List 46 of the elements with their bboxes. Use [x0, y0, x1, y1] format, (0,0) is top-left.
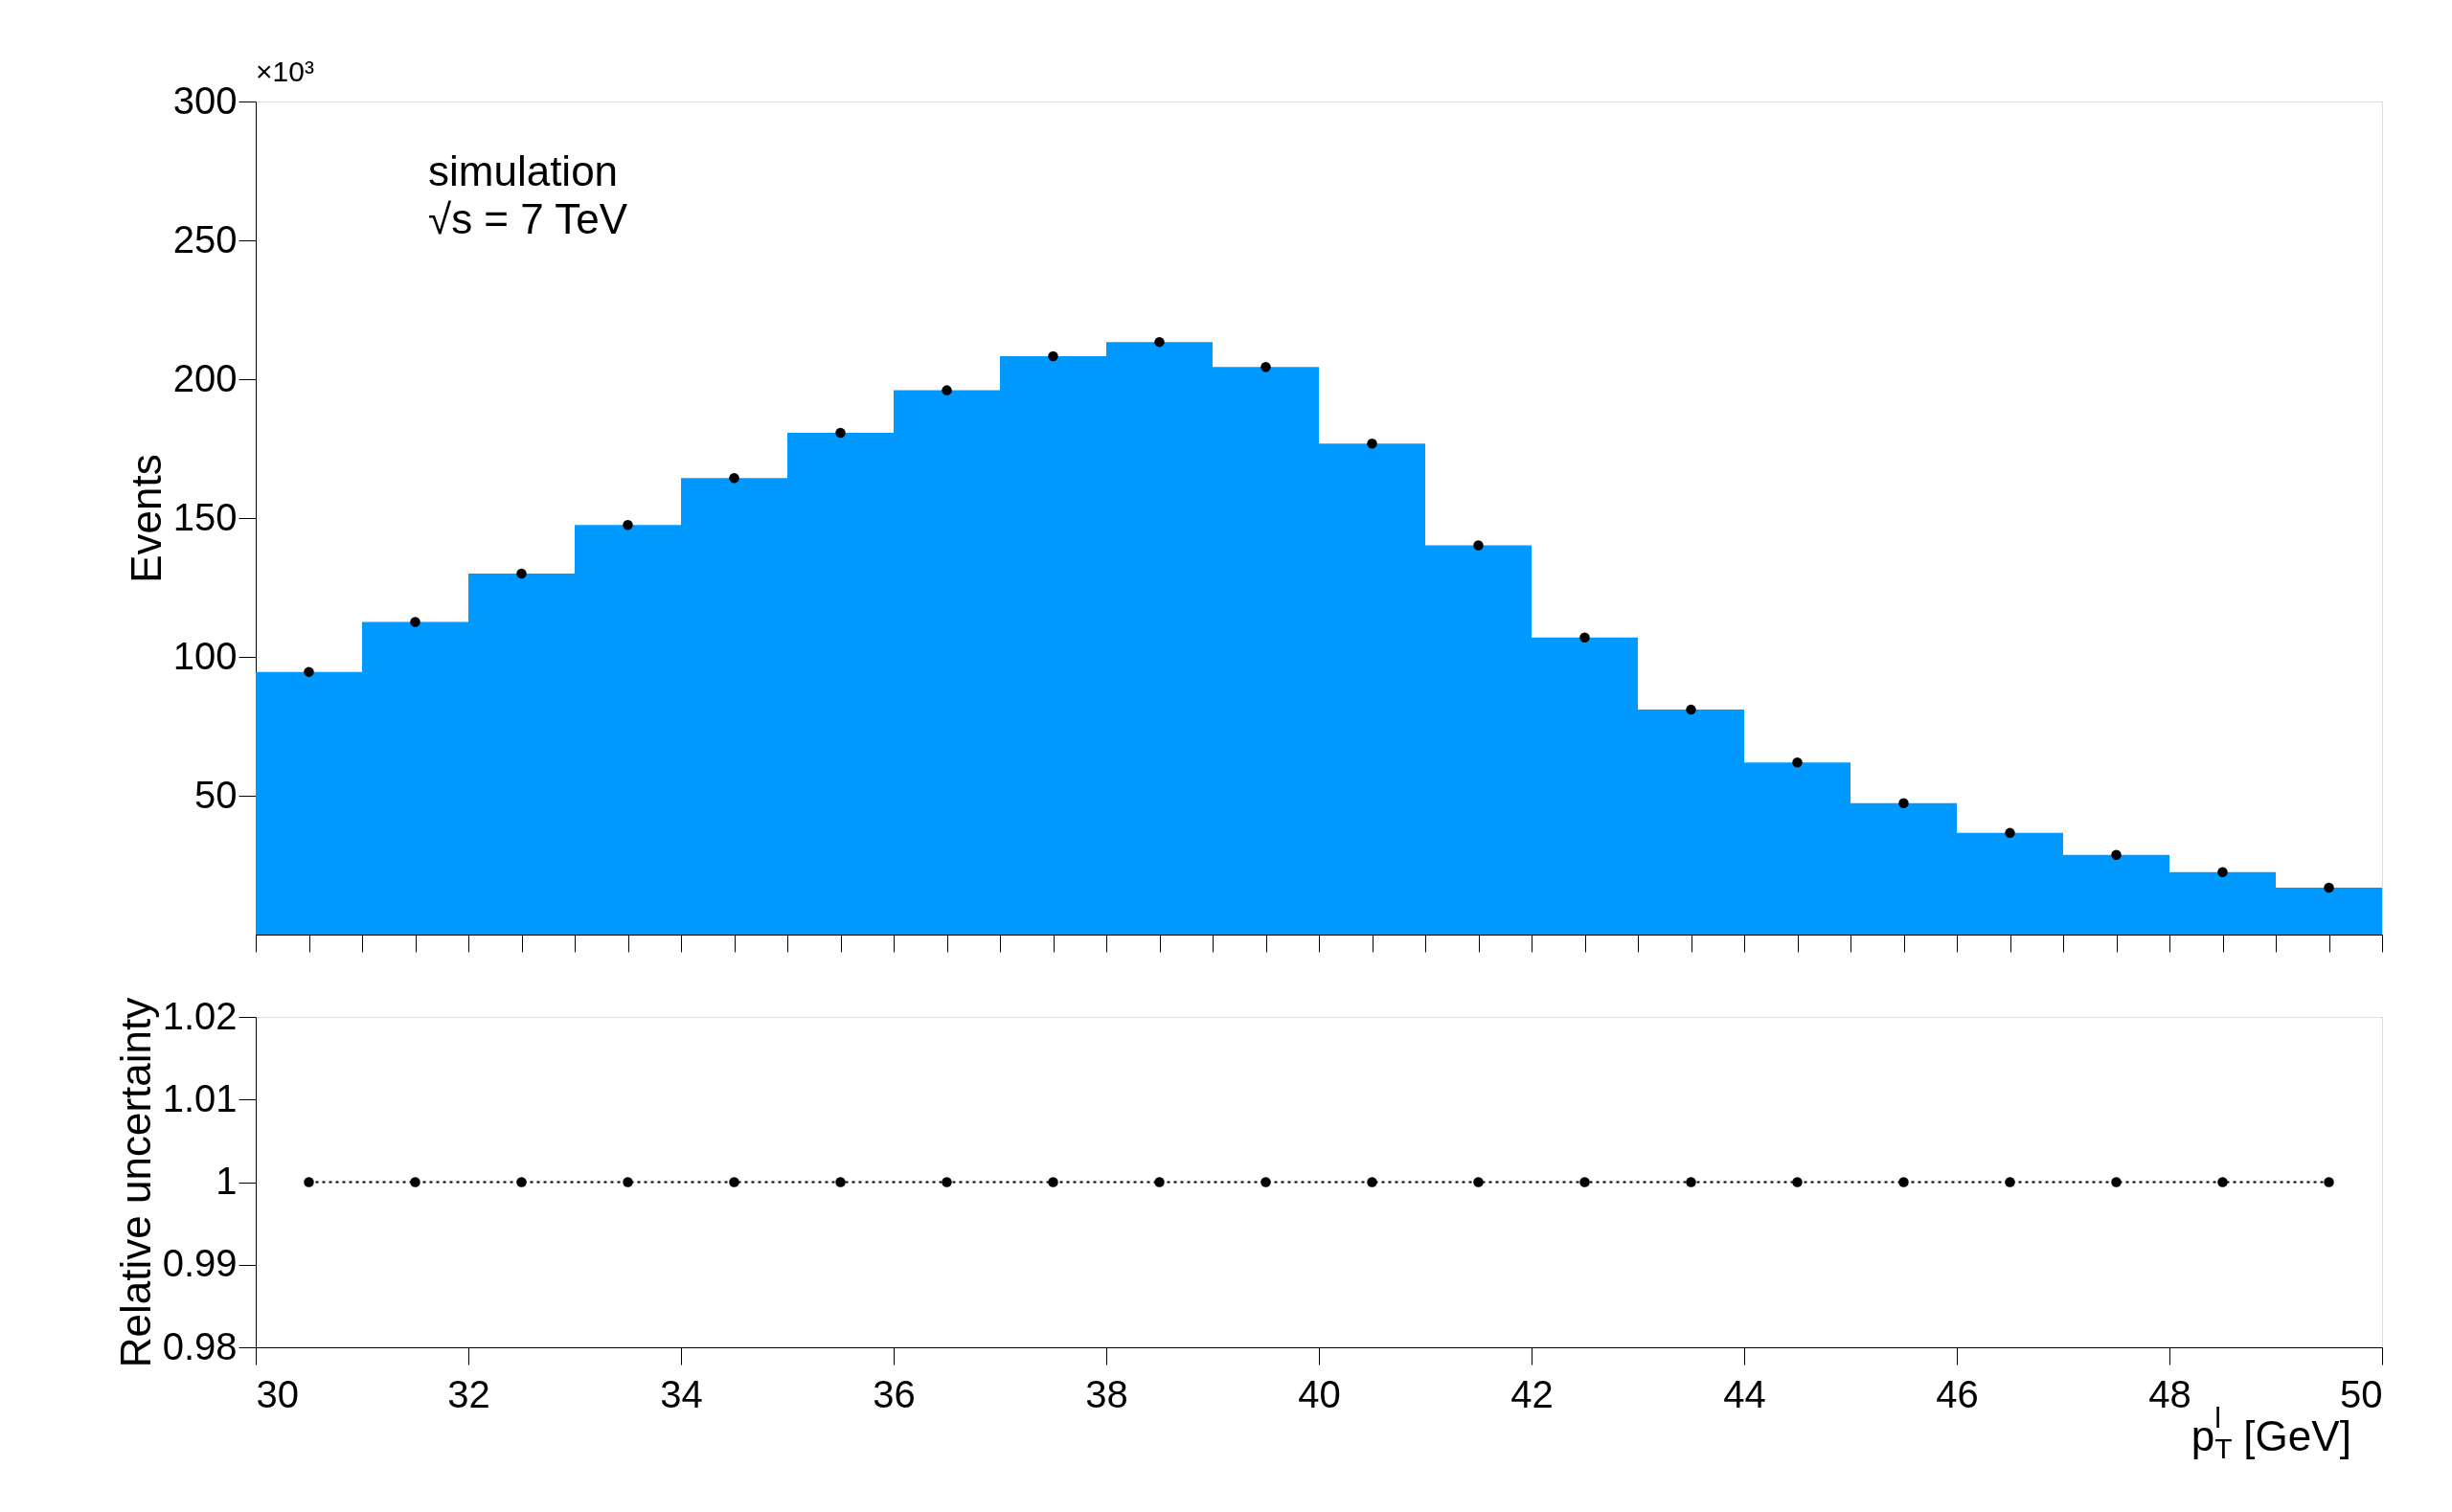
y-axis-title: Relative uncertainty [111, 997, 159, 1368]
x-tick-label: 40 [1298, 1372, 1341, 1415]
point [2217, 867, 2228, 877]
point [729, 473, 739, 484]
point [1154, 336, 1165, 348]
point [835, 427, 846, 439]
point [1579, 632, 1590, 643]
annotation: simulation [428, 147, 619, 194]
x-tick-label: 42 [1510, 1372, 1554, 1415]
y-tick-label: 100 [172, 634, 238, 677]
x-tick-label: 36 [873, 1372, 916, 1415]
point [410, 617, 420, 627]
x-tick-label: 30 [256, 1372, 299, 1415]
point [623, 520, 633, 530]
point [1898, 798, 1909, 809]
x-tick-label: 44 [1723, 1372, 1766, 1415]
y-tick-label: 0.99 [162, 1242, 238, 1285]
point [2324, 882, 2334, 893]
text: ×10³ [256, 56, 314, 87]
annotation: √s = 7 TeV [428, 195, 628, 242]
x-tick-label: 46 [1936, 1372, 1979, 1415]
y-tick-label: 200 [172, 356, 238, 399]
y-tick-label: 250 [172, 217, 238, 260]
y-tick-label: 0.98 [162, 1324, 238, 1367]
point [1686, 704, 1696, 715]
point [1260, 362, 1271, 372]
y-axis-title: Events [122, 454, 170, 583]
point [2005, 827, 2015, 839]
y-tick-label: 300 [172, 79, 238, 122]
point [516, 568, 527, 579]
x-tick-label: 32 [447, 1372, 490, 1415]
point [1473, 540, 1484, 551]
point [1367, 439, 1377, 449]
point [1048, 350, 1058, 362]
x-tick-label: 38 [1085, 1372, 1128, 1415]
y-tick-label: 1.01 [162, 1076, 238, 1119]
point [1792, 756, 1803, 768]
point [942, 385, 952, 395]
point [2111, 849, 2122, 860]
point [304, 666, 314, 677]
y-tick-label: 50 [194, 773, 238, 816]
y-tick-label: 150 [172, 495, 238, 538]
x-tick-label: 34 [660, 1372, 703, 1415]
y-tick-label: 1 [216, 1160, 238, 1202]
y-tick-label: 1.02 [162, 994, 238, 1037]
x-tick-label: 48 [2148, 1372, 2191, 1415]
